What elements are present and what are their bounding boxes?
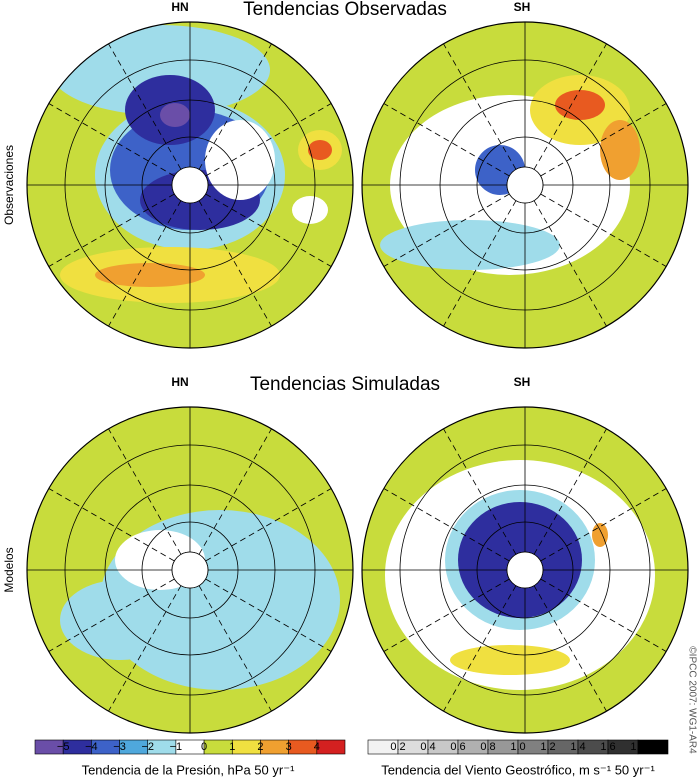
row-label: Modelos [2, 547, 16, 592]
meridian [383, 103, 510, 177]
meridian [383, 488, 510, 562]
meridian [540, 103, 667, 177]
row-label: Observaciones [2, 145, 16, 225]
meridian [443, 200, 517, 327]
colorbar-tick-label: 1.2 [540, 741, 555, 753]
panel-label: HN [171, 0, 188, 14]
title: Tendencias Observadas [243, 0, 447, 20]
colorbar-segment [260, 739, 289, 755]
colorbar-tick-label: −2 [141, 741, 154, 753]
colorbar-tick-label: 1.4 [570, 741, 585, 753]
colorbar-tick-label: 0.2 [390, 741, 405, 753]
panel-label: HN [171, 375, 188, 389]
colorbar-label: Tendencia del Viento Geostrófico, m s⁻¹ … [381, 762, 655, 777]
meridian [48, 193, 175, 267]
colorbar-tick-label: −3 [113, 741, 126, 753]
colorbar-label: Tendencia de la Presión, hPa 50 yr⁻¹ [82, 762, 295, 777]
meridian [443, 585, 517, 712]
colorbar-tick-label: 1.8 [630, 741, 645, 753]
colorbar-tick-label: 2 [257, 741, 263, 753]
colorbar-tick-label: −4 [85, 741, 98, 753]
colorbar-tick-label: 3 [286, 741, 292, 753]
meridian [48, 578, 175, 652]
map-grids [26, 21, 689, 734]
colorbar-segment [231, 739, 261, 755]
colorbar-tick-label: −5 [57, 741, 70, 753]
meridian [540, 193, 667, 267]
meridian [205, 578, 332, 652]
pole [506, 551, 544, 589]
meridian [48, 488, 175, 562]
pole [506, 166, 544, 204]
meridian [383, 578, 510, 652]
meridian [540, 488, 667, 562]
meridian [108, 585, 182, 712]
colorbar-segment [637, 739, 669, 755]
pole [171, 166, 209, 204]
meridian [443, 43, 517, 170]
meridian [48, 103, 175, 177]
meridian [198, 200, 272, 327]
meridian [533, 585, 607, 712]
meridian [540, 578, 667, 652]
panel-label: SH [514, 375, 531, 389]
credit: ©IPCC 2007: WG1-AR4 [686, 646, 697, 754]
meridian [205, 103, 332, 177]
meridian [205, 193, 332, 267]
wind-colorbar: 0.2 0.4 0.6 0.8 1.0 1.2 1.4 1.6 1.8 [367, 739, 669, 755]
colorbar-tick-label: 0.4 [420, 741, 435, 753]
meridian [108, 428, 182, 555]
maps [26, 21, 689, 734]
pressure-colorbar: −5 −4 −3 −2 −1 0 1 2 3 4 [34, 739, 346, 755]
colorbar-tick-label: 1.6 [600, 741, 615, 753]
colorbar-tick-label: 0.8 [480, 741, 495, 753]
colorbar-tick-label: 0 [201, 741, 207, 753]
meridian [443, 428, 517, 555]
meridian [198, 428, 272, 555]
meridian [108, 43, 182, 170]
panel-label: SH [514, 0, 531, 14]
meridian [198, 43, 272, 170]
pole [171, 551, 209, 589]
colorbar-segment [316, 739, 346, 755]
meridian [533, 43, 607, 170]
meridian [205, 488, 332, 562]
colorbar-tick-label: −1 [170, 741, 183, 753]
colorbar-tick-label: 1 [229, 741, 235, 753]
meridian [383, 193, 510, 267]
meridian [533, 428, 607, 555]
colorbar-tick-label: 4 [314, 741, 320, 753]
colorbar-tick-label: 0.6 [450, 741, 465, 753]
colorbar-tick-label: 1.0 [510, 741, 525, 753]
title: Tendencias Simuladas [250, 374, 440, 395]
colorbar-segment [203, 739, 233, 755]
colorbar-segment [288, 739, 318, 755]
meridian [198, 585, 272, 712]
meridian [533, 200, 607, 327]
meridian [108, 200, 182, 327]
